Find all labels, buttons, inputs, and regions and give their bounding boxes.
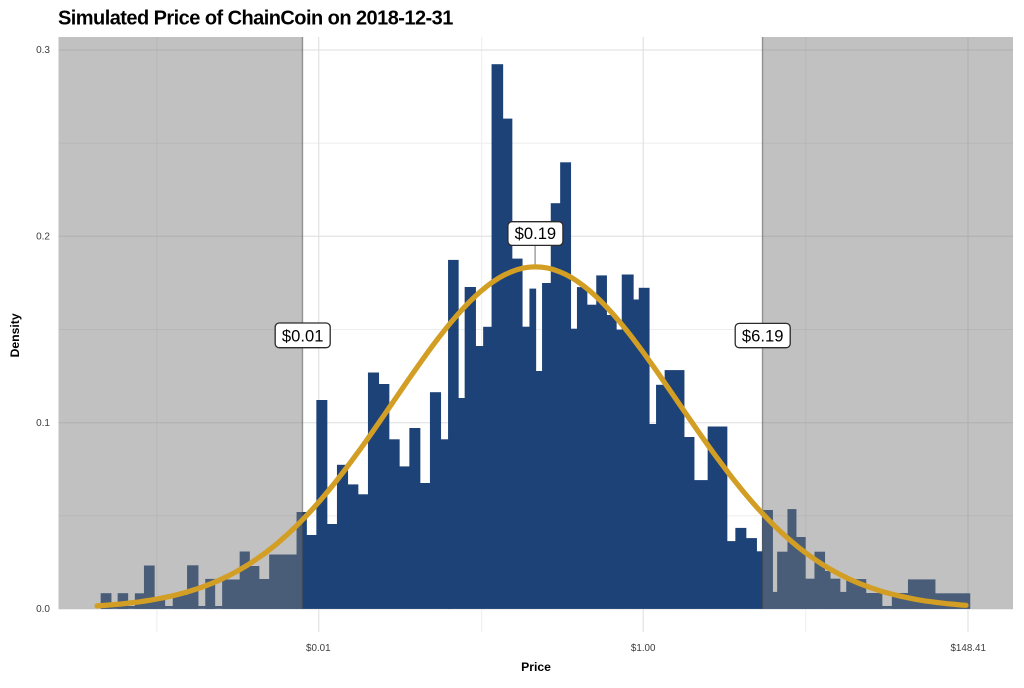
svg-text:$0.01: $0.01 (282, 326, 324, 345)
svg-text:$148.41: $148.41 (950, 643, 985, 654)
svg-text:$0.01: $0.01 (306, 643, 331, 654)
svg-text:0.1: 0.1 (36, 418, 50, 429)
svg-text:0.0: 0.0 (36, 604, 50, 615)
svg-text:$1.00: $1.00 (631, 643, 656, 654)
svg-text:0.3: 0.3 (36, 45, 50, 56)
svg-text:$0.19: $0.19 (515, 224, 557, 243)
svg-text:Price: Price (521, 660, 551, 674)
svg-text:$6.19: $6.19 (742, 326, 784, 345)
svg-text:Simulated Price of ChainCoin o: Simulated Price of ChainCoin on 2018-12-… (58, 8, 453, 30)
svg-text:Density: Density (8, 313, 22, 357)
svg-text:0.2: 0.2 (36, 232, 50, 243)
